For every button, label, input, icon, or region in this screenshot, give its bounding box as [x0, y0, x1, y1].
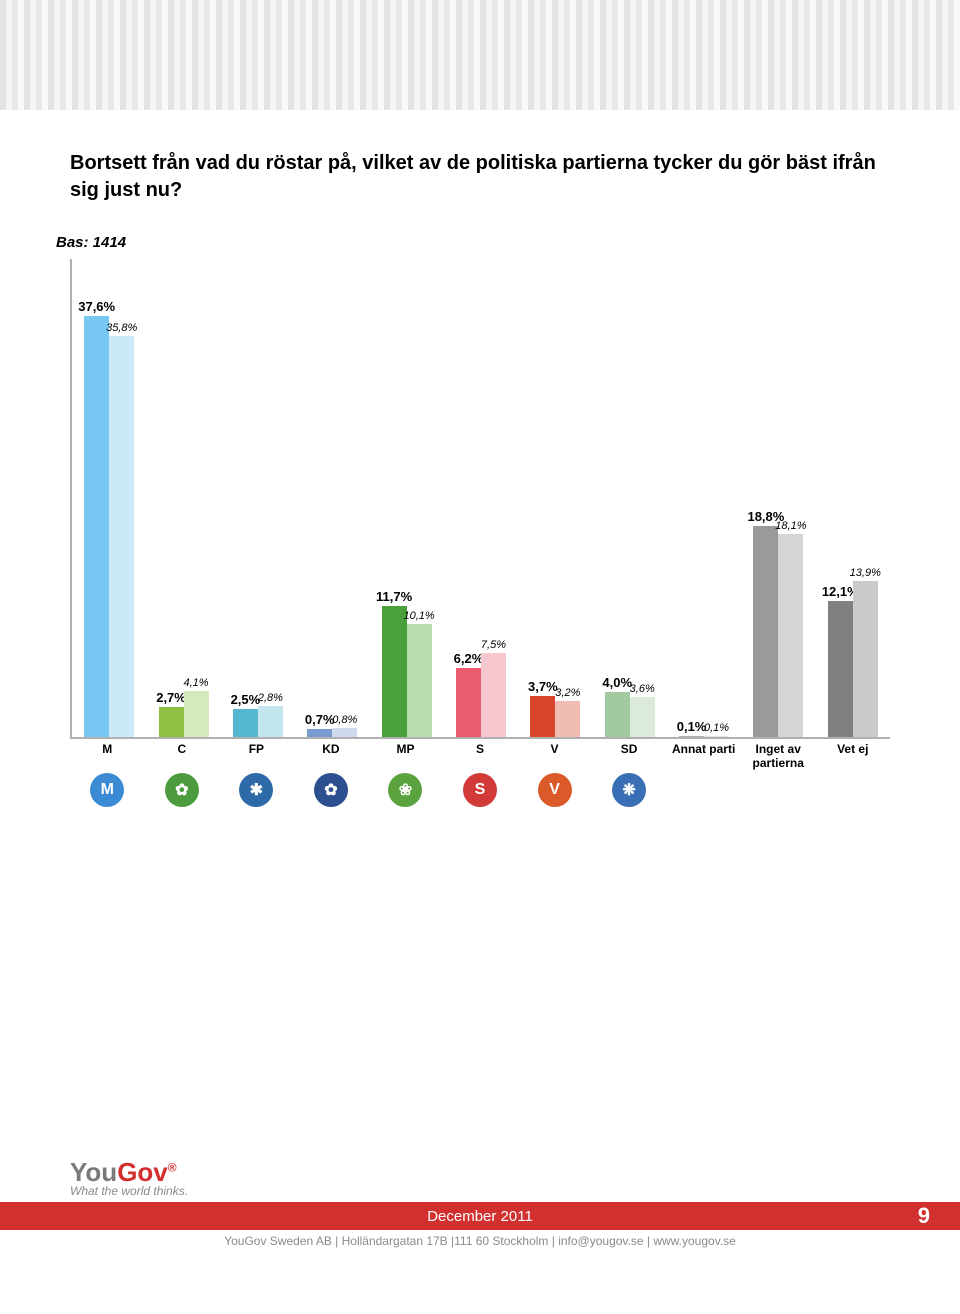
bar-group-MP: 11,7%10,1% [369, 289, 443, 737]
bar-secondary-label-SD: 3,6% [630, 683, 655, 697]
brand-gov: Gov [117, 1157, 168, 1187]
bar-primary-M: 37,6% [84, 316, 109, 737]
bar-primary-FP: 2,5% [233, 709, 258, 737]
bar-secondary-label-V: 3,2% [555, 687, 580, 701]
base-label: Bas: 1414 [56, 234, 890, 251]
bar-secondary-label-M: 35,8% [106, 322, 137, 336]
footer-address: YouGov Sweden AB | Holländargatan 17B |1… [70, 1234, 890, 1248]
bar-secondary-V: 3,2% [555, 701, 580, 737]
party-logo-FP: ✱ [239, 773, 273, 807]
footer-red-bar: December 2011 9 [0, 1202, 960, 1230]
party-logo-KD: ✿ [314, 773, 348, 807]
party-logo-MP: ❀ [388, 773, 422, 807]
bar-primary-label-M: 37,6% [78, 299, 115, 316]
bar-group-KD: 0,7%0,8% [295, 289, 369, 737]
x-label-C: C [145, 743, 220, 771]
bar-secondary-M: 35,8% [109, 336, 134, 737]
party-logo-M: M [90, 773, 124, 807]
bar-group-V: 3,7%3,2% [518, 289, 592, 737]
brand-tagline: What the world thinks. [70, 1184, 890, 1198]
bar-primary-label-C: 2,7% [156, 690, 186, 707]
bar-group-M: 37,6%35,8% [72, 289, 146, 737]
bar-group-VetEj: 12,1%13,9% [816, 289, 890, 737]
bar-group-Inget: 18,8%18,1% [741, 289, 815, 737]
bar-secondary-label-S: 7,5% [481, 639, 506, 653]
bar-primary-label-AnnatParti: 0,1% [677, 719, 707, 736]
bar-primary-label-V: 3,7% [528, 679, 558, 696]
bar-group-SD: 4,0%3,6% [593, 289, 667, 737]
bar-secondary-label-AnnatParti: 0,1% [704, 722, 729, 736]
bar-primary-MP: 11,7% [382, 606, 407, 737]
bar-secondary-C: 4,1% [184, 691, 209, 737]
bar-secondary-AnnatParti: 0,1% [704, 736, 729, 737]
brand-registered: ® [168, 1160, 177, 1174]
party-logo-V: V [538, 773, 572, 807]
x-label-M: M [70, 743, 145, 771]
page-footer: YouGov® What the world thinks. December … [0, 1157, 960, 1248]
x-label-AnnatParti: Annat parti [666, 743, 741, 771]
party-logo-S: S [463, 773, 497, 807]
x-axis-labels: MCFPKDMPSVSDAnnat partiInget av partiern… [70, 743, 890, 771]
bar-secondary-KD: 0,8% [332, 728, 357, 737]
x-label-S: S [443, 743, 518, 771]
bar-primary-Inget: 18,8% [753, 526, 778, 737]
party-logo-C: ✿ [165, 773, 199, 807]
bar-primary-label-S: 6,2% [454, 651, 484, 668]
bar-primary-label-KD: 0,7% [305, 712, 335, 729]
bar-secondary-label-FP: 2,8% [258, 692, 283, 706]
bar-secondary-label-Inget: 18,1% [775, 520, 806, 534]
bar-group-C: 2,7%4,1% [146, 289, 220, 737]
bar-secondary-Inget: 18,1% [778, 534, 803, 737]
x-label-MP: MP [368, 743, 443, 771]
bar-secondary-VetEj: 13,9% [853, 581, 878, 737]
bar-primary-VetEj: 12,1% [828, 601, 853, 737]
x-label-FP: FP [219, 743, 294, 771]
bar-group-S: 6,2%7,5% [444, 289, 518, 737]
page-content: Bortsett från vad du röstar på, vilket a… [0, 110, 960, 807]
yougov-logo: YouGov® What the world thinks. [70, 1157, 890, 1198]
bar-secondary-label-MP: 10,1% [404, 610, 435, 624]
header-crowd-band [0, 0, 960, 110]
x-label-V: V [517, 743, 592, 771]
party-logo-SD: ❋ [612, 773, 646, 807]
footer-date: December 2011 [427, 1208, 533, 1225]
bar-chart: 37,6%35,8%2,7%4,1%2,5%2,8%0,7%0,8%11,7%1… [70, 259, 890, 739]
x-label-Inget: Inget av partierna [741, 743, 816, 771]
bar-group-FP: 2,5%2,8% [221, 289, 295, 737]
x-label-KD: KD [294, 743, 369, 771]
x-label-SD: SD [592, 743, 667, 771]
bar-secondary-MP: 10,1% [407, 624, 432, 737]
bar-primary-label-MP: 11,7% [376, 589, 412, 606]
bar-primary-SD: 4,0% [605, 692, 630, 737]
bar-primary-AnnatParti: 0,1% [679, 736, 704, 737]
brand-you: You [70, 1157, 117, 1187]
x-label-VetEj: Vet ej [815, 743, 890, 771]
bar-secondary-SD: 3,6% [630, 697, 655, 737]
bar-primary-KD: 0,7% [307, 729, 332, 737]
page-number: 9 [918, 1203, 930, 1229]
bar-secondary-FP: 2,8% [258, 706, 283, 737]
question-title: Bortsett från vad du röstar på, vilket a… [70, 150, 890, 204]
bar-primary-label-SD: 4,0% [602, 675, 632, 692]
bar-group-AnnatParti: 0,1%0,1% [667, 289, 741, 737]
bar-primary-V: 3,7% [530, 696, 555, 737]
bar-secondary-S: 7,5% [481, 653, 506, 737]
bar-secondary-label-KD: 0,8% [332, 714, 357, 728]
bar-primary-label-FP: 2,5% [231, 692, 261, 709]
party-logos-row: M ✿ ✱ ✿ ❀ S V ❋ [70, 773, 890, 807]
bar-secondary-label-C: 4,1% [183, 677, 208, 691]
bar-primary-S: 6,2% [456, 668, 481, 737]
bar-secondary-label-VetEj: 13,9% [850, 567, 881, 581]
bar-primary-C: 2,7% [159, 707, 184, 737]
